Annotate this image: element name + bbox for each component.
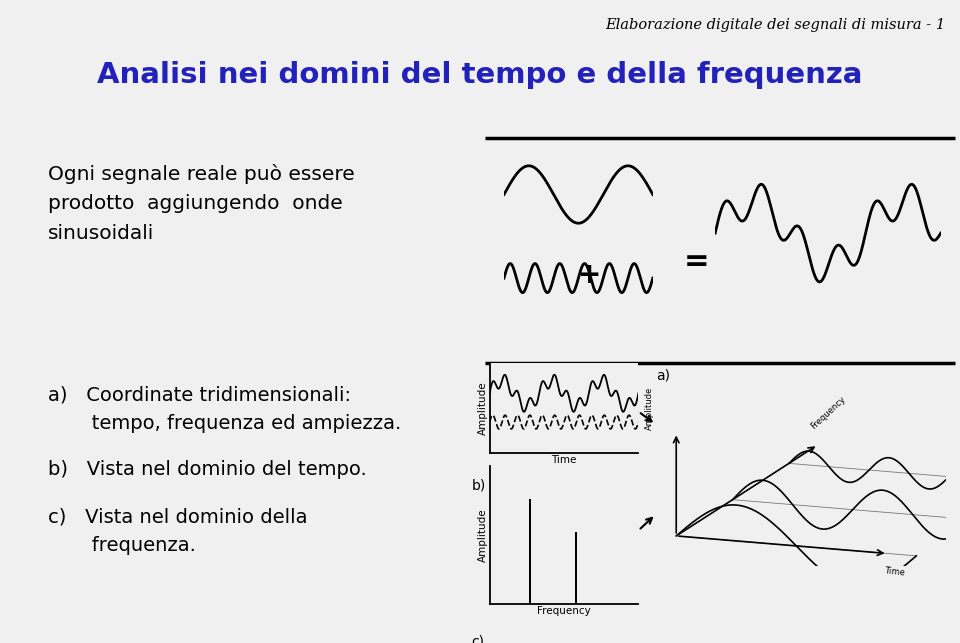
Text: b): b) — [471, 478, 486, 493]
Text: Time: Time — [884, 566, 905, 577]
Text: a): a) — [656, 368, 670, 383]
Text: Frequency: Frequency — [808, 394, 847, 431]
X-axis label: Frequency: Frequency — [538, 606, 590, 616]
Text: a)   Coordinate tridimensionali:
       tempo, frequenza ed ampiezza.: a) Coordinate tridimensionali: tempo, fr… — [48, 386, 401, 433]
Text: c)   Vista nel dominio della
       frequenza.: c) Vista nel dominio della frequenza. — [48, 508, 307, 555]
Text: =: = — [684, 246, 709, 276]
Text: +: + — [578, 261, 601, 289]
Text: Elaborazione digitale dei segnali di misura - 1: Elaborazione digitale dei segnali di mis… — [606, 18, 946, 32]
Text: b)   Vista nel dominio del tempo.: b) Vista nel dominio del tempo. — [48, 460, 367, 479]
Text: c): c) — [471, 635, 485, 643]
Bar — [529, 498, 532, 604]
Y-axis label: Amplitude: Amplitude — [478, 381, 489, 435]
Y-axis label: Amplitude: Amplitude — [478, 509, 489, 562]
Bar — [575, 532, 577, 604]
Text: Amplitude: Amplitude — [645, 386, 655, 430]
Text: Ogni segnale reale può essere
prodotto  aggiungendo  onde
sinusoidali: Ogni segnale reale può essere prodotto a… — [48, 164, 355, 243]
X-axis label: Time: Time — [551, 455, 577, 465]
Text: Analisi nei domini del tempo e della frequenza: Analisi nei domini del tempo e della fre… — [97, 61, 863, 89]
